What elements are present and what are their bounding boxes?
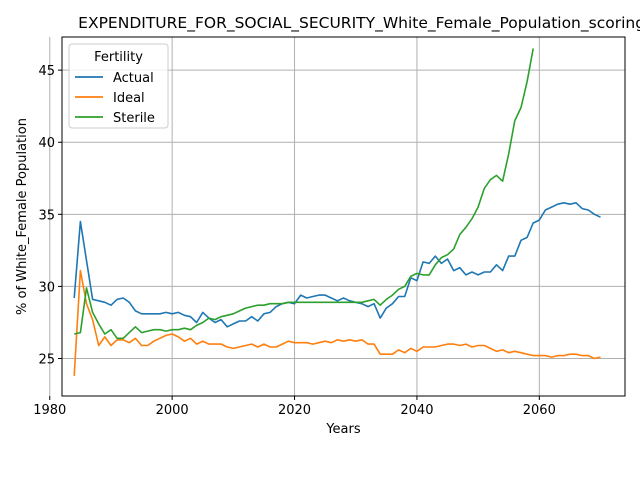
- plot-area-frame: [61, 36, 626, 397]
- x-tick-label: 2060: [523, 403, 556, 418]
- legend-label-actual: Actual: [113, 71, 154, 86]
- y-tick-label: 25: [38, 353, 55, 368]
- grid-lines: [49, 37, 625, 396]
- legend-label-ideal: Ideal: [113, 91, 145, 106]
- legend-box: [68, 43, 169, 129]
- x-axis-label: Years: [325, 422, 361, 437]
- x-tick-label: 2020: [278, 403, 311, 418]
- x-tick-label: 1980: [33, 403, 66, 418]
- y-tick-label: 45: [38, 64, 55, 79]
- y-axis-label: % of White_Female Population: [15, 118, 30, 315]
- series-line-ideal: [73, 269, 601, 376]
- y-tick-label: 30: [38, 280, 55, 295]
- legend-label-sterile: Sterile: [113, 111, 155, 126]
- chart-title: EXPENDITURE_FOR_SOCIAL_SECURITY_White_Fe…: [78, 14, 640, 33]
- x-axis: 1980 2000 2020 2040 2060: [33, 396, 556, 418]
- x-tick-label: 2000: [156, 403, 189, 418]
- y-tick-label: 40: [38, 136, 55, 151]
- y-axis: 25 30 35 40 45: [38, 64, 62, 368]
- legend: Fertility Actual Ideal Sterile: [68, 43, 169, 129]
- y-tick-label: 35: [38, 208, 55, 223]
- legend-title: Fertility: [94, 50, 143, 65]
- series-line-actual: [73, 202, 601, 328]
- series-line-sterile: [74, 48, 534, 340]
- legend-entries: Actual Ideal Sterile: [75, 71, 155, 126]
- series-lines: [73, 48, 601, 376]
- x-tick-label: 2040: [400, 403, 433, 418]
